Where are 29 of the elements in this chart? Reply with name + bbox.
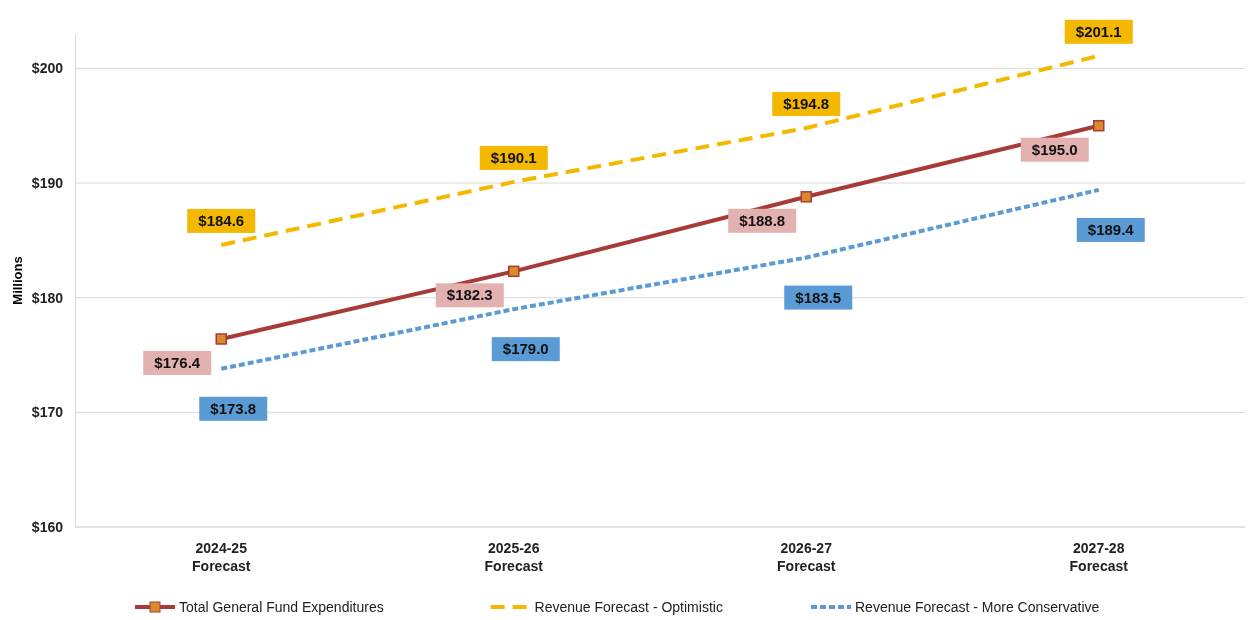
data-label: $188.8 [739,211,786,229]
data-label: $194.8 [783,95,830,113]
y-tick-label: $170 [31,404,64,421]
y-tick-label: $190 [31,175,64,192]
point [800,191,812,203]
data-label: $195.0 [1031,140,1078,158]
y-tick-label: $180 [31,289,64,306]
x-tick-label: 2025-26 Forecast [484,540,544,574]
data-label: $179.0 [502,340,549,358]
x-tick-label: 2024-25 Forecast [192,540,251,574]
data-label: $173.8 [210,399,257,417]
x-tick-label: 2026-27 Forecast [777,540,836,574]
data-label: $190.1 [490,148,537,166]
legend-label: Total General Fund Expenditures [179,599,384,615]
data-label: $183.5 [795,288,842,306]
data-label: $176.4 [154,353,201,371]
y-axis-title: Millions [10,256,25,305]
point [1093,119,1105,132]
x-tick-label: 2027-28 Forecast [1069,540,1129,574]
legend-label: Revenue Forecast - More Conservative [855,599,1100,615]
y-tick-label: $200 [31,60,64,77]
data-label: $189.4 [1087,220,1135,238]
legend-label: Revenue Forecast - Optimistic [534,599,723,615]
data-label: $182.3 [446,286,493,304]
data-label: $201.1 [1075,22,1122,40]
y-tick-label: $160 [31,518,64,535]
data-label: $184.6 [198,211,245,229]
point [215,333,227,345]
point [508,265,520,278]
